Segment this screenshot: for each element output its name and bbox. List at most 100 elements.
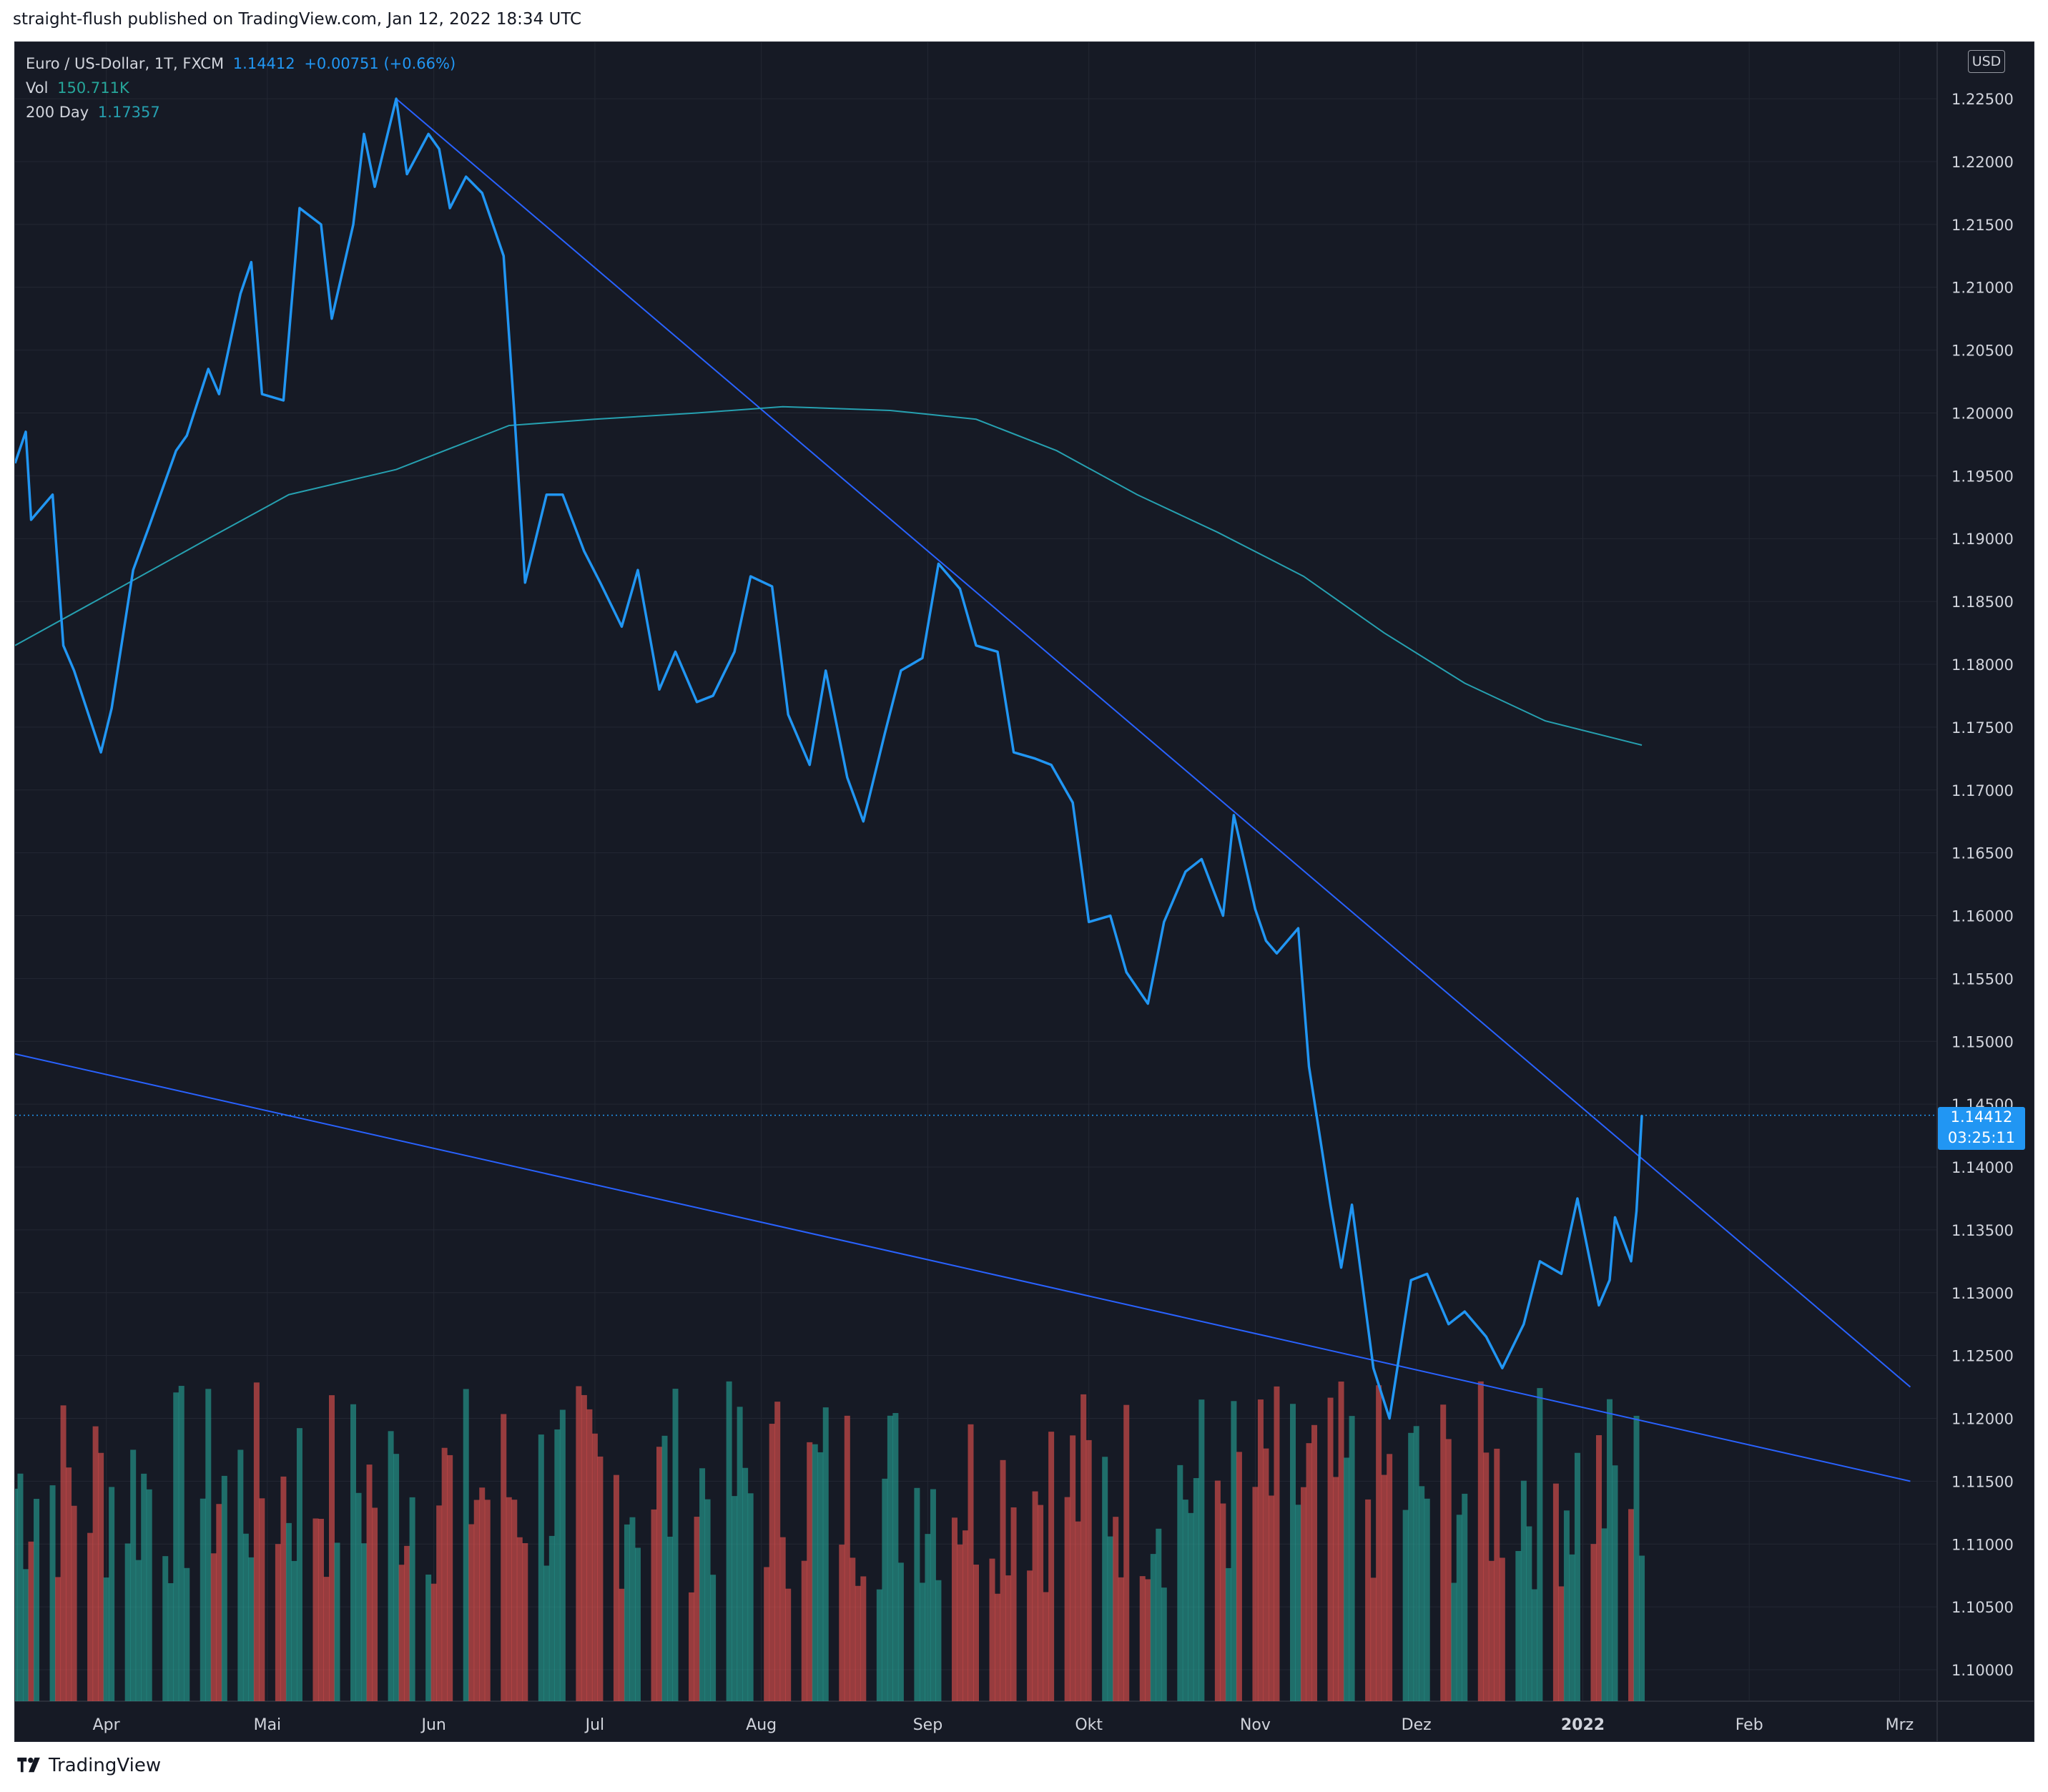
volume-bar [1456, 1515, 1462, 1701]
volume-bar [205, 1389, 212, 1701]
volume-bar [591, 1433, 598, 1701]
volume-bar [124, 1543, 131, 1701]
volume-bar [919, 1582, 925, 1701]
y-tick-label: 1.13000 [1951, 1285, 2014, 1302]
volume-bar [473, 1500, 480, 1701]
y-tick-label: 1.14000 [1951, 1159, 2014, 1176]
volume-bar [689, 1592, 695, 1701]
volume-bar [667, 1536, 674, 1701]
volume-bar [141, 1473, 147, 1701]
volume-bar [801, 1560, 807, 1701]
volume-bar [66, 1467, 72, 1701]
volume-bar [957, 1544, 963, 1701]
volume-bar [1445, 1439, 1452, 1701]
ma-200-line [15, 405, 1643, 746]
y-tick-label: 1.21500 [1951, 217, 2014, 234]
y-tick-label: 1.21000 [1951, 280, 2014, 297]
y-tick-label: 1.15000 [1951, 1033, 2014, 1050]
volume-bar [704, 1499, 711, 1701]
volume-bar [1595, 1435, 1602, 1701]
volume-bar [1145, 1579, 1151, 1701]
legend-ma-label: 200 Day [26, 104, 89, 121]
volume-bar [1252, 1487, 1259, 1701]
volume-bar [1413, 1426, 1419, 1701]
volume-bar [1220, 1503, 1226, 1701]
legend-symbol: Euro / US-Dollar, 1T, FXCM [26, 55, 225, 72]
volume-bar [742, 1467, 749, 1701]
volume-bar [1274, 1386, 1280, 1701]
volume-bar [355, 1492, 362, 1701]
footer-brand[interactable]: TradingView [16, 1755, 161, 1776]
volume-bar [1376, 1385, 1382, 1701]
volume-bar [737, 1407, 743, 1701]
volume-bar [732, 1496, 738, 1701]
volume-bar [597, 1456, 604, 1701]
legend-symbol-row[interactable]: Euro / US-Dollar, 1T, FXCM 1.14412 +0.00… [26, 51, 460, 76]
volume-bar [694, 1517, 700, 1701]
volume-bar [1188, 1512, 1194, 1701]
volume-bar [1198, 1399, 1205, 1701]
volume-bar [430, 1583, 437, 1701]
trendline [15, 1053, 1911, 1482]
volume-bar [1102, 1457, 1108, 1701]
volume-bar [447, 1454, 453, 1701]
y-tick-label: 1.18000 [1951, 656, 2014, 674]
volume-bar [17, 1473, 24, 1701]
chart-legend: Euro / US-Dollar, 1T, FXCM 1.14412 +0.00… [26, 51, 460, 124]
volume-bar [586, 1409, 593, 1701]
volume-bar [1349, 1416, 1355, 1701]
volume-bar [98, 1452, 104, 1701]
volume-bar [914, 1487, 920, 1701]
volume-bar [1612, 1465, 1618, 1701]
volume-bar [1263, 1448, 1269, 1701]
volume-bar [935, 1580, 942, 1701]
volume-bar [624, 1524, 630, 1701]
x-tick-label: Jun [420, 1716, 445, 1734]
legend-ma-row[interactable]: 200 Day 1.17357 [26, 100, 460, 124]
volume-bar [656, 1447, 663, 1701]
legend-volume-row[interactable]: Vol 150.711K [26, 76, 460, 100]
volume-bar [1563, 1510, 1570, 1701]
volume-bar [216, 1504, 222, 1701]
volume-bar [1306, 1443, 1312, 1701]
volume-bar [1113, 1517, 1119, 1701]
y-tick-label: 1.10500 [1951, 1599, 2014, 1616]
x-tick-label: Mrz [1886, 1716, 1914, 1734]
volume-bar [876, 1589, 882, 1701]
volume-bar [436, 1505, 443, 1701]
volume-bar [559, 1409, 566, 1701]
volume-bar [1214, 1480, 1221, 1701]
volume-bar [522, 1542, 528, 1701]
chart-area[interactable]: 1.10000 1.10500 1.11000 1.11500 1.12000 1.125… [14, 41, 2034, 1742]
volume-bar [1043, 1592, 1049, 1701]
volume-bar [812, 1444, 818, 1701]
volume-bar [1177, 1464, 1183, 1701]
volume-bar [554, 1429, 561, 1701]
volume-bar [173, 1392, 179, 1701]
volume-bar [1639, 1555, 1645, 1701]
volume-bar [1231, 1401, 1237, 1701]
volume-bar [1462, 1493, 1468, 1701]
volume-bar [543, 1565, 550, 1701]
volume-bar [634, 1547, 641, 1701]
volume-bar [71, 1505, 77, 1701]
volume-bar [87, 1532, 94, 1701]
y-tick-label: 1.15500 [1951, 970, 2014, 988]
y-tick-label: 1.17500 [1951, 719, 2014, 737]
volume-bar [28, 1541, 34, 1701]
volume-bar [699, 1468, 706, 1701]
volume-bar [468, 1524, 475, 1701]
volume-bar [23, 1569, 29, 1701]
volume-bar [479, 1487, 486, 1701]
volume-bar [237, 1449, 244, 1701]
volume-bar [850, 1557, 856, 1701]
volume-bar [672, 1389, 679, 1701]
price-chart[interactable]: 1.10000 1.10500 1.11000 1.11500 1.12000 1.125… [15, 42, 2034, 1741]
volume-bar [135, 1560, 142, 1701]
volume-bar [747, 1493, 754, 1701]
volume-bar [1494, 1448, 1500, 1701]
volume-bar [538, 1434, 544, 1701]
currency-label[interactable]: USD [1968, 50, 2005, 73]
volume-bar [404, 1545, 410, 1701]
volume-bar [1064, 1497, 1070, 1701]
